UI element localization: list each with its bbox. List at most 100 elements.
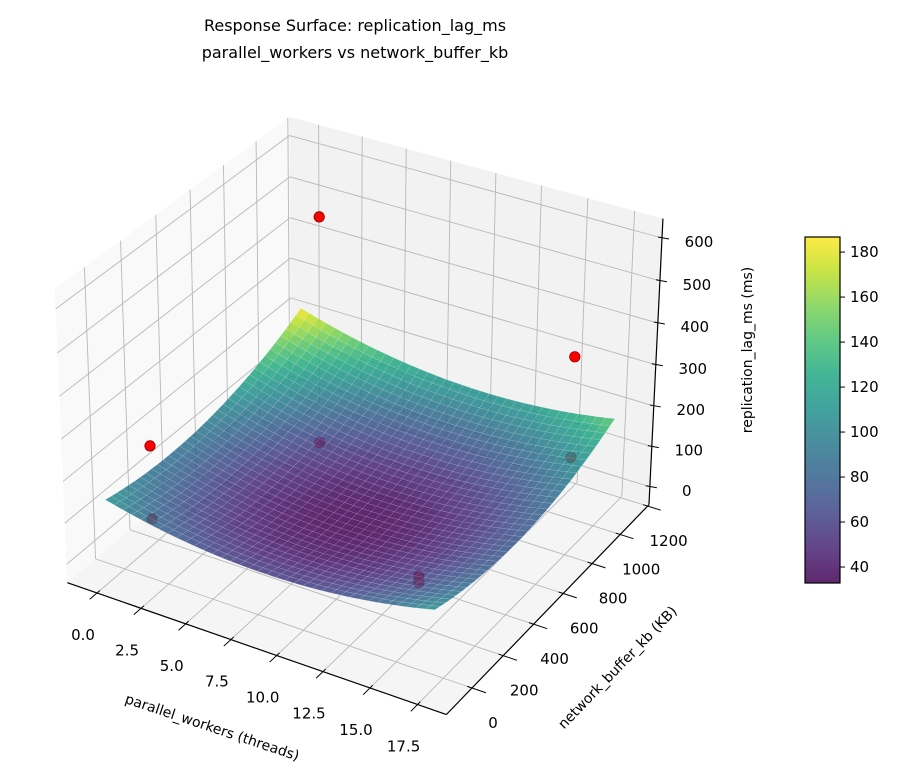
gridline-y-floor bbox=[129, 529, 504, 657]
y-tick-mark bbox=[615, 532, 634, 540]
z-tick-label: 0 bbox=[682, 482, 692, 500]
y-tick-label: 200 bbox=[510, 682, 539, 700]
surface-facet bbox=[562, 471, 577, 480]
tick-labels: 0.02.55.07.510.012.515.017.5020040060080… bbox=[71, 233, 713, 756]
scatter-points-above-surface bbox=[144, 211, 581, 452]
colorbar-tick-label: 40 bbox=[850, 558, 869, 576]
gridline-x-back bbox=[621, 210, 636, 497]
y-tick-label: 0 bbox=[488, 714, 498, 732]
x-tick-label: 0.0 bbox=[71, 626, 95, 644]
z-tick-label: 100 bbox=[674, 442, 703, 460]
z-axis-line bbox=[648, 218, 664, 505]
x-tick-mark bbox=[269, 652, 280, 663]
z-tick-mark bbox=[655, 279, 667, 283]
colorbar-ticks: 40 60 80 100 120 140 160 180 bbox=[840, 243, 879, 576]
data-point bbox=[144, 440, 156, 452]
z-axis-label: replication_lag_ms (ms) bbox=[740, 267, 756, 433]
gridline-x-floor bbox=[369, 482, 578, 689]
x-tick-label: 7.5 bbox=[205, 673, 229, 691]
z-tick-label: 400 bbox=[680, 318, 709, 336]
data-point bbox=[313, 211, 325, 223]
z-tick-mark bbox=[657, 236, 670, 240]
x-axis-line bbox=[67, 582, 447, 716]
y-tick-label: 1000 bbox=[622, 561, 660, 579]
data-point bbox=[569, 351, 581, 363]
gridline-z-back bbox=[289, 176, 661, 282]
z-tick-label: 300 bbox=[678, 360, 707, 378]
surface-facet bbox=[547, 490, 563, 498]
surface-facet bbox=[552, 484, 568, 492]
response-surface bbox=[104, 307, 616, 610]
x-tick-mark bbox=[223, 636, 235, 647]
y-tick-mark bbox=[498, 653, 518, 661]
x-tick-label: 5.0 bbox=[160, 657, 184, 675]
gridline-y-left bbox=[189, 189, 197, 474]
colorbar-tick-label: 140 bbox=[850, 333, 879, 351]
y-axis-line bbox=[445, 504, 650, 715]
x-tick-mark bbox=[315, 668, 327, 679]
z-tick-label: 500 bbox=[683, 276, 712, 294]
y-tick-mark bbox=[587, 561, 606, 569]
y-tick-mark bbox=[642, 504, 661, 511]
gridline-z-left bbox=[57, 176, 291, 354]
gridline-y-floor bbox=[95, 558, 473, 689]
chart-title: Response Surface: replication_lag_ms bbox=[204, 16, 506, 36]
surface-facet bbox=[424, 605, 441, 610]
surface-facet bbox=[581, 445, 597, 454]
x-tick-mark bbox=[133, 605, 145, 616]
x-tick-label: 2.5 bbox=[115, 641, 139, 659]
surface-facet bbox=[600, 417, 616, 427]
colorbar-tick-label: 160 bbox=[850, 288, 879, 306]
surface-facet bbox=[557, 478, 573, 486]
colorbar-tick-label: 80 bbox=[850, 468, 869, 486]
left-pane bbox=[54, 116, 292, 583]
gridline-z-left bbox=[55, 135, 290, 310]
y-tick-label: 1200 bbox=[650, 532, 688, 550]
x-tick-label: 17.5 bbox=[387, 738, 420, 756]
gridline-y-left bbox=[120, 240, 131, 530]
y-tick-label: 400 bbox=[540, 650, 569, 668]
axis-lines bbox=[67, 218, 670, 716]
z-tick-label: 600 bbox=[685, 233, 714, 251]
y-tick-label: 600 bbox=[570, 620, 599, 638]
y-tick-label: 800 bbox=[599, 590, 628, 608]
surface-facet bbox=[595, 424, 611, 434]
gridline-z-back bbox=[290, 297, 654, 407]
z-tick-mark bbox=[653, 321, 665, 325]
x-tick-mark bbox=[362, 684, 374, 696]
surface-facet bbox=[542, 496, 558, 504]
z-tick-label: 200 bbox=[676, 401, 705, 419]
colorbar-gradient bbox=[805, 237, 840, 583]
gridline-z-left bbox=[59, 217, 291, 397]
colorbar-frame bbox=[804, 236, 841, 584]
colorbar-tick-label: 100 bbox=[850, 423, 879, 441]
colorbar-tick-label: 120 bbox=[850, 378, 879, 396]
x-tick-label: 12.5 bbox=[292, 705, 325, 723]
gridline-z-back bbox=[290, 257, 656, 366]
y-tick-mark bbox=[558, 591, 577, 599]
x-tick-mark bbox=[178, 620, 189, 631]
z-tick-mark bbox=[651, 363, 663, 367]
y-tick-mark bbox=[467, 685, 487, 694]
x-tick-label: 10.0 bbox=[246, 689, 279, 707]
z-tick-mark bbox=[647, 445, 659, 449]
surface-facet bbox=[591, 431, 606, 440]
colorbar-tick-label: 60 bbox=[850, 513, 869, 531]
surface-facet bbox=[576, 452, 592, 461]
colorbar: 40 60 80 100 120 140 160 180 bbox=[804, 236, 879, 584]
gridline-z-left bbox=[62, 297, 291, 482]
x-tick-label: 15.0 bbox=[339, 721, 372, 739]
z-tick-mark bbox=[649, 404, 661, 408]
colorbar-tick-label: 180 bbox=[850, 243, 879, 261]
gridline-z-back bbox=[289, 217, 658, 324]
chart-subtitle: parallel_workers vs network_buffer_kb bbox=[202, 43, 509, 63]
x-tick-mark bbox=[89, 590, 101, 600]
gridline-z-back bbox=[289, 135, 663, 239]
surface-facet bbox=[571, 458, 587, 467]
gridline-z-left bbox=[64, 336, 292, 524]
gridline-y-left bbox=[155, 214, 164, 502]
gridline-x-floor bbox=[417, 495, 623, 705]
surface-facet bbox=[586, 438, 601, 447]
x-tick-mark bbox=[410, 701, 421, 712]
